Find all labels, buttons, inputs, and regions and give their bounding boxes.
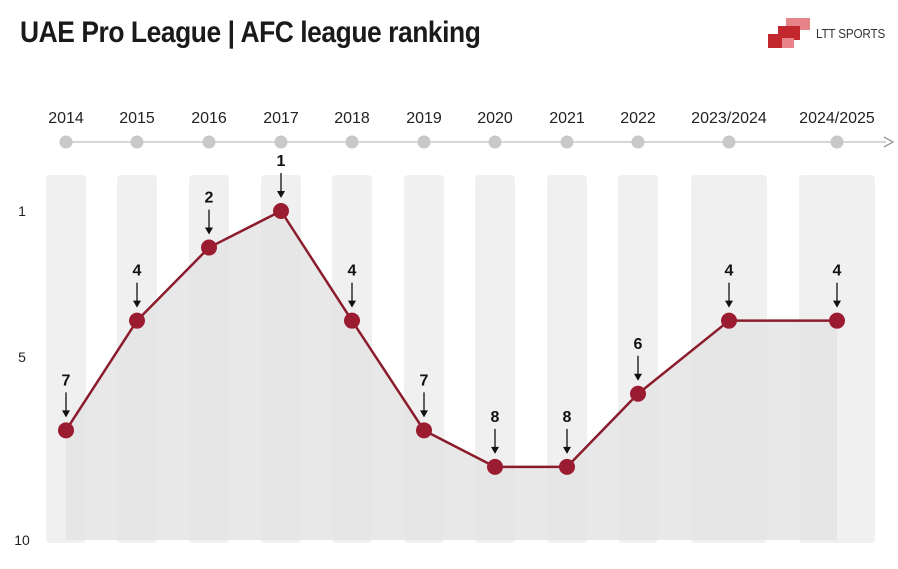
data-label: 7: [62, 372, 71, 389]
logo-mark-icon: [768, 18, 810, 48]
area-fill-shape: [66, 211, 837, 540]
timeline: 2014 2015 2016 2017 2018 2019 2020 2021 2022 2023…: [48, 110, 895, 149]
data-point: [559, 458, 575, 475]
data-point: [344, 312, 360, 329]
x-tick-label: 2018: [334, 110, 370, 127]
data-label: 4: [348, 263, 357, 280]
data-points: [58, 203, 845, 475]
arrow-head-icon: [833, 300, 841, 308]
x-tick-label: 2015: [119, 110, 155, 127]
x-tick-label: 2014: [48, 110, 84, 127]
data-point: [721, 312, 737, 329]
x-tick-label: 2024/2025: [799, 110, 875, 127]
arrow-head-icon: [725, 300, 733, 308]
x-tick-label: 2021: [549, 110, 585, 127]
arrow-head-icon: [491, 446, 499, 454]
logo-text: LTT SPORTS: [816, 26, 886, 41]
area-fill: [66, 211, 837, 540]
arrow-head-icon: [133, 300, 141, 308]
data-point: [129, 312, 145, 329]
data-label: 2: [205, 190, 214, 207]
year-column-6: [475, 175, 515, 543]
timeline-dot-10: [830, 135, 844, 149]
data-point: [829, 312, 845, 329]
x-tick-label: 2022: [620, 110, 656, 127]
arrow-head-icon: [348, 300, 356, 308]
timeline-dot-3: [274, 135, 288, 149]
data-labels: 7 4 2 1 4 7 8 8 6 4 4: [62, 153, 842, 454]
timeline-dot-1: [130, 135, 144, 149]
data-point: [201, 239, 217, 256]
arrow-head-icon: [563, 446, 571, 454]
timeline-dot-9: [722, 135, 736, 149]
timeline-dot-0: [59, 135, 73, 149]
x-tick-label: 2016: [191, 110, 227, 127]
data-label: 4: [133, 263, 142, 280]
arrow-head-icon: [205, 227, 213, 235]
ltt-sports-logo: LTT SPORTS: [768, 18, 886, 50]
arrow-head-icon: [634, 373, 642, 381]
data-point: [416, 422, 432, 439]
data-label: 1: [277, 153, 286, 170]
arrow-head-icon: [420, 410, 428, 418]
data-label: 8: [563, 409, 572, 426]
x-tick-label: 2023/2024: [691, 110, 767, 127]
y-tick-label: 10: [14, 532, 30, 548]
x-tick-label: 2020: [477, 110, 513, 127]
timeline-arrow-icon: [883, 136, 895, 148]
timeline-dot-4: [345, 135, 359, 149]
data-point: [58, 422, 74, 439]
timeline-dot-5: [417, 135, 431, 149]
data-label: 4: [725, 263, 734, 280]
data-point: [273, 203, 289, 219]
chart-title: UAE Pro League | AFC league ranking: [20, 16, 481, 49]
x-tick-label: 2017: [263, 110, 299, 127]
arrow-head-icon: [62, 410, 70, 418]
y-tick-label: 5: [18, 349, 26, 365]
timeline-dot-2: [202, 135, 216, 149]
arrow-head-icon: [277, 191, 285, 198]
data-point: [487, 458, 503, 475]
x-tick-label: 2019: [406, 110, 442, 127]
timeline-dot-7: [560, 135, 574, 149]
data-label: 7: [420, 372, 429, 389]
data-label: 4: [833, 263, 842, 280]
year-column-7: [547, 175, 587, 543]
timeline-dot-6: [488, 135, 502, 149]
data-point: [630, 385, 646, 402]
timeline-dot-8: [631, 135, 645, 149]
data-label: 6: [634, 336, 643, 353]
y-tick-label: 1: [18, 203, 26, 219]
data-label: 8: [491, 409, 500, 426]
